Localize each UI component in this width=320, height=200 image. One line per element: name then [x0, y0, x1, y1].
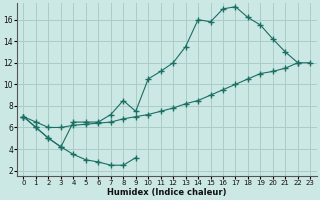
X-axis label: Humidex (Indice chaleur): Humidex (Indice chaleur) — [107, 188, 227, 197]
